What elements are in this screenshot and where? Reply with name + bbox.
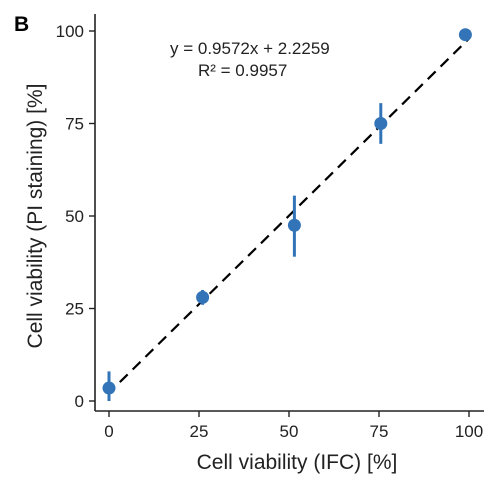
y-tick-label: 0 [75, 392, 84, 411]
x-tick-label: 100 [455, 422, 483, 441]
data-point [287, 218, 301, 232]
fit-equation: y = 0.9572x + 2.2259 [170, 39, 330, 58]
x-tick-label: 0 [104, 422, 113, 441]
y-tick-label: 25 [65, 300, 84, 319]
ticks: 0 25 50 75 100 0 25 50 75 100 [56, 22, 484, 441]
y-axis-title: Cell viability (PI staining) [%] [24, 84, 47, 349]
error-bars [107, 103, 383, 401]
x-tick-label: 50 [280, 422, 299, 441]
data-point [458, 28, 472, 42]
panel-label: B [14, 13, 29, 36]
data-point [196, 290, 210, 304]
y-tick-label: 100 [56, 22, 84, 41]
data-point [102, 381, 116, 395]
x-tick-label: 25 [190, 422, 209, 441]
data-point [374, 117, 388, 130]
y-tick-label: 75 [65, 115, 84, 134]
axes [94, 14, 484, 412]
data-points [102, 28, 472, 395]
x-tick-label: 75 [370, 422, 389, 441]
y-tick-label: 50 [65, 207, 84, 226]
x-axis-title: Cell viability (IFC) [%] [197, 451, 398, 474]
fit-r-squared: R² = 0.9957 [198, 61, 287, 80]
